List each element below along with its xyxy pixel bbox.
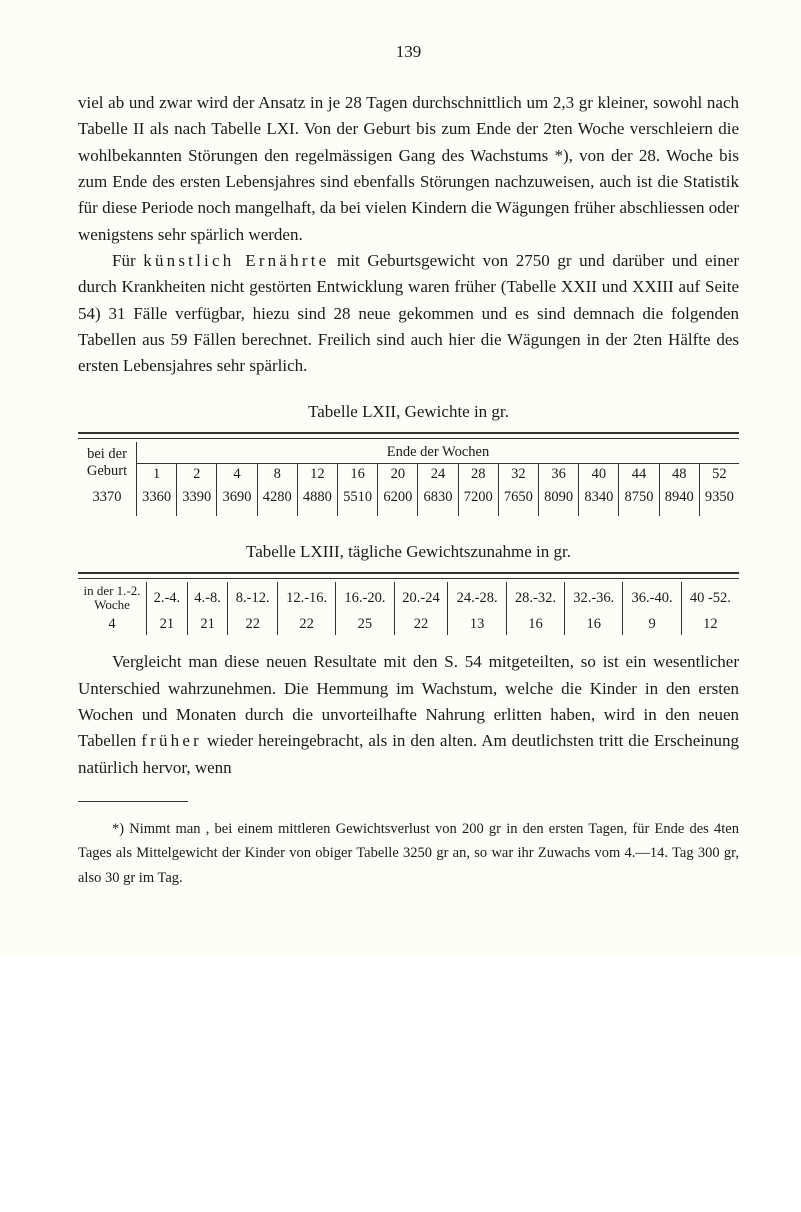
cell: 22 xyxy=(228,614,278,635)
paragraph-1: viel ab und zwar wird der Ansatz in je 2… xyxy=(78,90,739,248)
cell: 16 xyxy=(506,614,564,635)
cell: 3690 xyxy=(217,485,257,516)
cell: 9350 xyxy=(699,485,739,516)
cell: 3370 xyxy=(78,485,137,516)
cell: 12 xyxy=(681,614,739,635)
cell: 6200 xyxy=(378,485,418,516)
table1-data-row: 3370 3360 3390 3690 4280 4880 5510 6200 … xyxy=(78,485,739,516)
spaced-text: künstlich Ernährte xyxy=(143,251,329,270)
cell: 20.-24 xyxy=(394,582,448,615)
cell: 40 xyxy=(579,463,619,485)
text: Geburt xyxy=(87,463,127,479)
cell: 44 xyxy=(619,463,659,485)
cell: 4.-8. xyxy=(187,582,228,615)
cell: 36 xyxy=(539,463,579,485)
cell: 24.-28. xyxy=(448,582,506,615)
page-number: 139 xyxy=(78,42,739,62)
cell: 4 xyxy=(78,614,147,635)
paragraph-3: Vergleicht man diese neuen Resultate mit… xyxy=(78,649,739,781)
text: in der 1.-2. xyxy=(83,583,140,598)
cell: 6830 xyxy=(418,485,458,516)
cell: 2.-4. xyxy=(147,582,188,615)
text: Für xyxy=(112,251,143,270)
cell: 22 xyxy=(394,614,448,635)
spaced-text: früher xyxy=(141,731,202,750)
cell: 1 xyxy=(137,463,177,485)
cell: 7200 xyxy=(458,485,498,516)
cell: 12.-16. xyxy=(277,582,335,615)
cell: 8090 xyxy=(539,485,579,516)
cell: 16 xyxy=(338,463,378,485)
rule xyxy=(78,432,739,439)
cell: 8.-12. xyxy=(228,582,278,615)
cell: 3360 xyxy=(137,485,177,516)
table-lxiii: in der 1.-2. Woche 2.-4. 4.-8. 8.-12. 12… xyxy=(78,582,739,636)
cell: 16 xyxy=(565,614,623,635)
cell: 4 xyxy=(217,463,257,485)
cell: 16.-20. xyxy=(336,582,394,615)
cell: 25 xyxy=(336,614,394,635)
table1-header: Ende der Wochen xyxy=(137,442,740,464)
table2-left-head: in der 1.-2. Woche xyxy=(78,582,147,615)
cell: 9 xyxy=(623,614,681,635)
cell: 4880 xyxy=(297,485,337,516)
cell: 3390 xyxy=(177,485,217,516)
cell: 8750 xyxy=(619,485,659,516)
table1-weeks-row: 1 2 4 8 12 16 20 24 28 32 36 40 44 48 52 xyxy=(78,463,739,485)
text: bei der xyxy=(87,446,127,462)
cell: 28 xyxy=(458,463,498,485)
cell: 5510 xyxy=(338,485,378,516)
cell: 21 xyxy=(147,614,188,635)
cell: 28.-32. xyxy=(506,582,564,615)
cell: 52 xyxy=(699,463,739,485)
cell: 24 xyxy=(418,463,458,485)
text: Woche xyxy=(94,597,130,612)
cell: 8 xyxy=(257,463,297,485)
page: 139 viel ab und zwar wird der Ansatz in … xyxy=(0,0,801,955)
table2-data-row: 4 21 21 22 22 25 22 13 16 16 9 12 xyxy=(78,614,739,635)
cell: 22 xyxy=(277,614,335,635)
cell: 20 xyxy=(378,463,418,485)
cell: 8340 xyxy=(579,485,619,516)
cell: 36.-40. xyxy=(623,582,681,615)
cell: 4280 xyxy=(257,485,297,516)
cell: 21 xyxy=(187,614,228,635)
cell: 13 xyxy=(448,614,506,635)
cell: 32.-36. xyxy=(565,582,623,615)
table-lxii: bei der Geburt Ende der Wochen 1 2 4 8 1… xyxy=(78,442,739,516)
cell: 7650 xyxy=(498,485,538,516)
table2-header-row: in der 1.-2. Woche 2.-4. 4.-8. 8.-12. 12… xyxy=(78,582,739,615)
table1-left-head: bei der Geburt xyxy=(78,442,137,485)
cell: 32 xyxy=(498,463,538,485)
table2-caption: Tabelle LXIII, tägliche Gewichtszunahme … xyxy=(78,542,739,562)
cell: 48 xyxy=(659,463,699,485)
table1-caption: Tabelle LXII, Gewichte in gr. xyxy=(78,402,739,422)
cell: 12 xyxy=(297,463,337,485)
cell: 40 -52. xyxy=(681,582,739,615)
cell: 2 xyxy=(177,463,217,485)
footnote: *) Nimmt man , bei einem mittleren Gewic… xyxy=(78,817,739,891)
cell: 8940 xyxy=(659,485,699,516)
rule xyxy=(78,572,739,579)
paragraph-2: Für künstlich Ernährte mit Geburtsgewich… xyxy=(78,248,739,380)
footnote-rule xyxy=(78,801,188,802)
